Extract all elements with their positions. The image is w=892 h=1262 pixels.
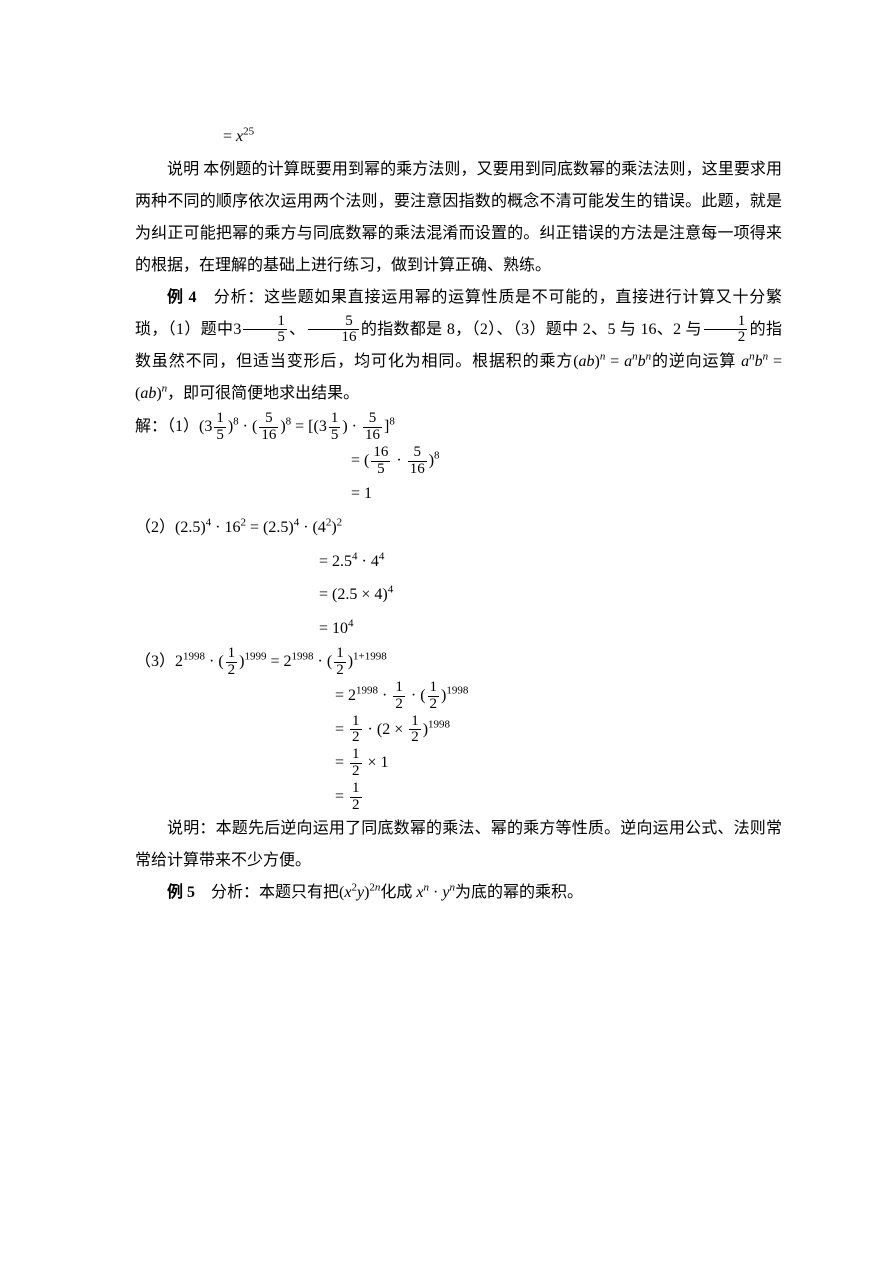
solution-2-line4: = 104 (135, 612, 782, 646)
example-5: 例 5 分析：本题只有把(x2y)2n化成 xn · yn为底的幂的乘积。 (135, 877, 782, 909)
solution-3-line3: = 12 · (2 × 12)1998 (135, 713, 782, 747)
example-4-label: 例 4 (167, 289, 196, 306)
solution-2-line1: （2）(2.5)4 · 162 = (2.5)4 · (42)2 (135, 511, 782, 545)
document-body: = x25 说明 本例题的计算既要用到幂的乘方法则，又要用到同底数幂的乘法法则，… (135, 120, 782, 909)
solution-2-line3: = (2.5 × 4)4 (135, 578, 782, 612)
solution-3-line5: = 12 (135, 780, 782, 814)
solution-2-line2: = 2.54 · 44 (135, 545, 782, 579)
example-5-label: 例 5 (167, 884, 195, 901)
ex5-text-b: 化成 (380, 884, 412, 901)
eq-top: = x25 (223, 120, 782, 154)
solution-1-line1: 解：（1）(315)8 · (516)8 = [(315) · 516]8 (135, 410, 782, 444)
ex4-text-c: 的指数都是 8，（2）、（3）题中 2、5 与 16、2 与 (361, 321, 702, 338)
solution-3-line4: = 12 × 1 (135, 746, 782, 780)
explanation-1: 说明 本例题的计算既要用到幂的乘方法则，又要用到同底数幂的乘法法则，这里要求用两… (135, 154, 782, 282)
solution-3-line1: （3）21998 · (12)1999 = 21998 · (12)1+1998 (135, 645, 782, 679)
solution-3-line2: = 21998 · 12 · (12)1998 (135, 679, 782, 713)
ex5-text-c: 为底的幂的乘积。 (455, 884, 583, 901)
explanation-2: 说明：本题先后逆向运用了同底数幂的乘法、幂的乘方等性质。逆向运用公式、法则常常给… (135, 813, 782, 877)
ex4-text-b: 、 (289, 321, 306, 338)
ex4-text-f: ，即可很简便地求出结果。 (167, 385, 359, 402)
solution-1-line2: = (165 · 516)8 (135, 444, 782, 478)
example-4: 例 4 分析：这些题如果直接运用幂的运算性质是不可能的，直接进行计算又十分繁琐，… (135, 282, 782, 411)
solution-1-line3: = 1 (135, 477, 782, 511)
solve-label: 解：（1） (135, 418, 199, 435)
ex4-text-e: 的逆向运算 (651, 353, 736, 370)
ex5-text-a: 分析：本题只有把 (195, 884, 339, 901)
